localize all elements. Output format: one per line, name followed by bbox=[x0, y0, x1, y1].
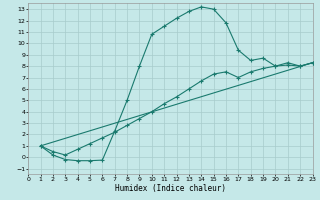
X-axis label: Humidex (Indice chaleur): Humidex (Indice chaleur) bbox=[115, 184, 226, 193]
